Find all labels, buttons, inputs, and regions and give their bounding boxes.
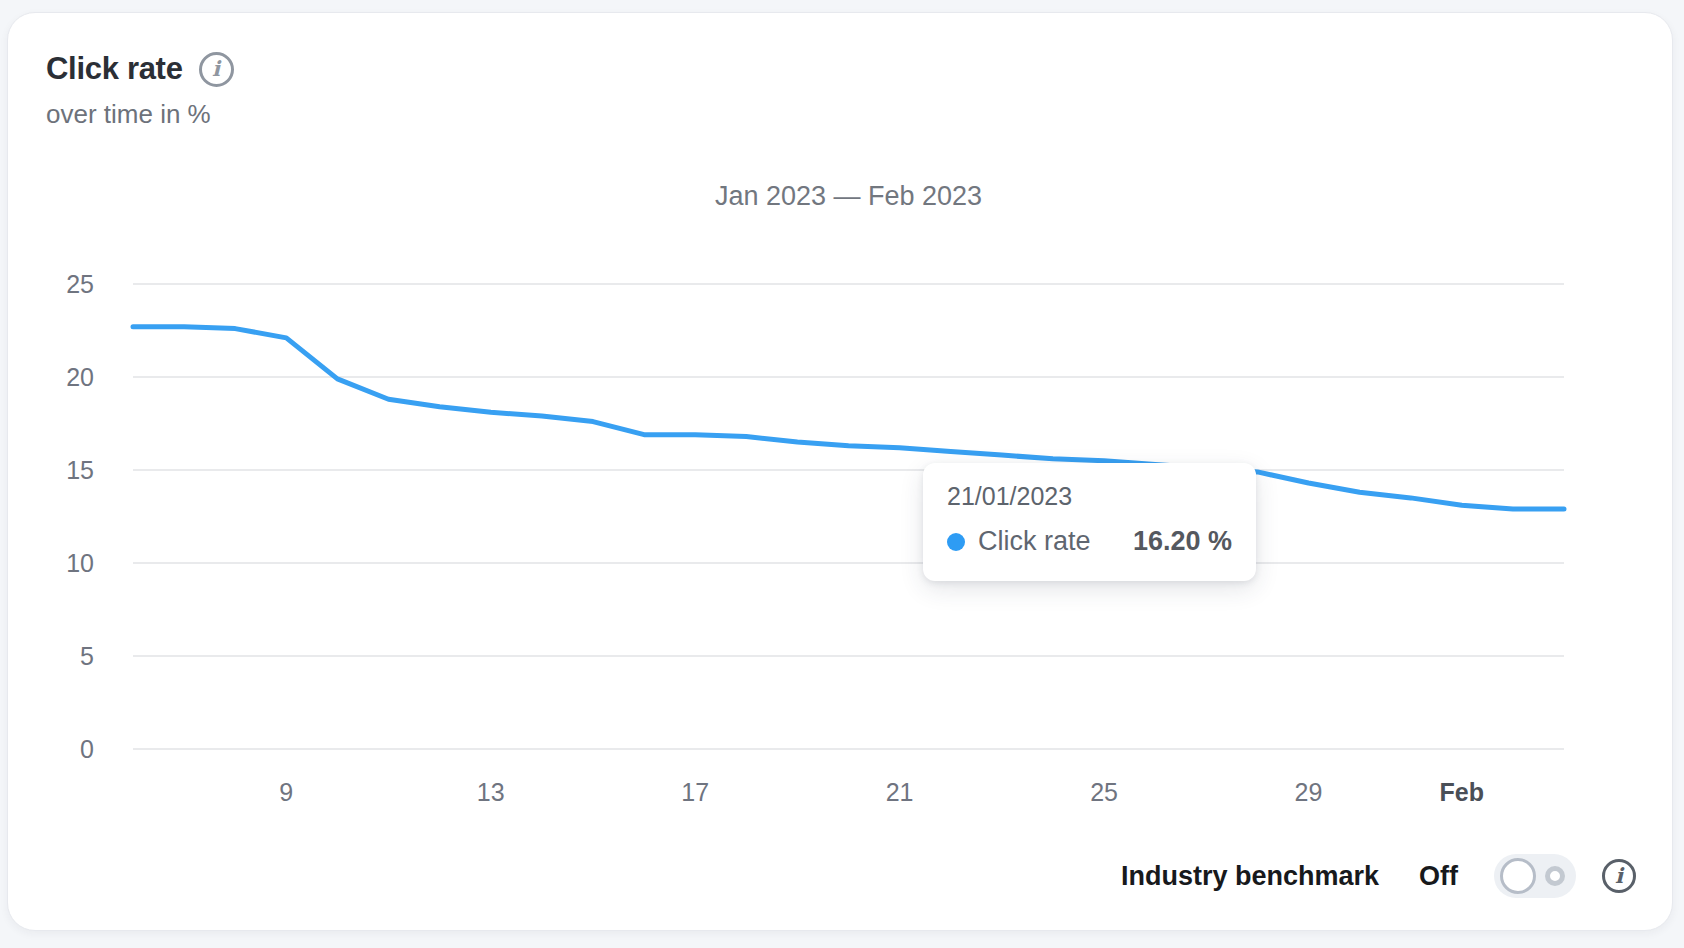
toggle-knob[interactable] [1500, 858, 1536, 894]
series-dot-icon [947, 533, 965, 551]
click-rate-line-chart[interactable]: 0 5 10 15 20 25 9 13 17 21 25 29 Feb [8, 13, 1674, 932]
card-subtitle: over time in % [46, 99, 234, 130]
info-glyph: i [1615, 865, 1623, 886]
y-axis-tick-label: 5 [80, 642, 94, 670]
card-header: Click rate i over time in % [46, 51, 234, 130]
industry-benchmark-label: Industry benchmark [1121, 861, 1379, 892]
toggle-off-ring-icon [1545, 866, 1565, 886]
click-rate-card: Click rate i over time in % Jan 2023 — F… [7, 12, 1673, 931]
y-axis-tick-label: 10 [66, 549, 94, 577]
tooltip-date: 21/01/2023 [947, 482, 1232, 511]
benchmark-info-icon[interactable]: i [1602, 859, 1636, 893]
x-axis-tick-label: Feb [1440, 778, 1484, 806]
info-glyph: i [212, 58, 220, 79]
info-icon[interactable]: i [199, 52, 234, 87]
benchmark-state-label: Off [1419, 861, 1458, 892]
x-axis-tick-label: 9 [279, 778, 293, 806]
x-axis-tick-label: 13 [477, 778, 505, 806]
card-title: Click rate [46, 51, 183, 87]
y-axis-tick-label: 0 [80, 735, 94, 763]
x-axis-tick-label: 25 [1090, 778, 1118, 806]
chart-tooltip: 21/01/2023 Click rate 16.20 % [923, 463, 1256, 581]
y-axis-tick-label: 15 [66, 456, 94, 484]
tooltip-series-label: Click rate [978, 526, 1091, 557]
industry-benchmark-toggle[interactable] [1494, 854, 1576, 898]
click-rate-line [133, 327, 1564, 509]
tooltip-value: 16.20 % [1133, 526, 1232, 557]
y-axis-tick-label: 20 [66, 363, 94, 391]
x-axis-tick-label: 29 [1295, 778, 1323, 806]
y-axis-tick-label: 25 [66, 270, 94, 298]
chart-date-range: Jan 2023 — Feb 2023 [133, 181, 1564, 212]
x-axis-tick-label: 21 [886, 778, 914, 806]
benchmark-footer: Industry benchmark Off i [1121, 854, 1636, 898]
x-axis-tick-label: 17 [681, 778, 709, 806]
